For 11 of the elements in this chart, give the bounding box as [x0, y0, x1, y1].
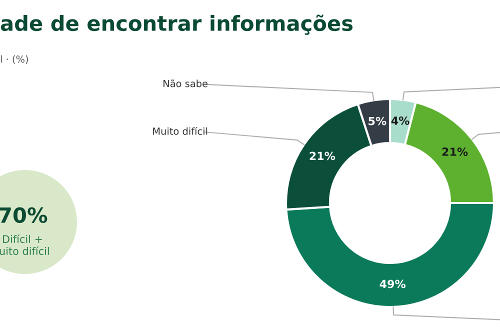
data-label: 21%: [310, 152, 336, 160]
data-label: 49%: [380, 280, 406, 288]
data-label: 5%: [368, 116, 386, 126]
text: l · (%): [0, 55, 28, 64]
data-label: 4%: [391, 116, 410, 125]
slice-label: Não sabe: [164, 80, 208, 88]
chart-title: ade de encontrar informações: [0, 14, 353, 35]
text: uito difícil: [0, 246, 49, 256]
slice-label: Muito difícil: [153, 126, 208, 135]
text: Difícil +: [3, 234, 42, 244]
data-label: 21%: [442, 148, 468, 156]
